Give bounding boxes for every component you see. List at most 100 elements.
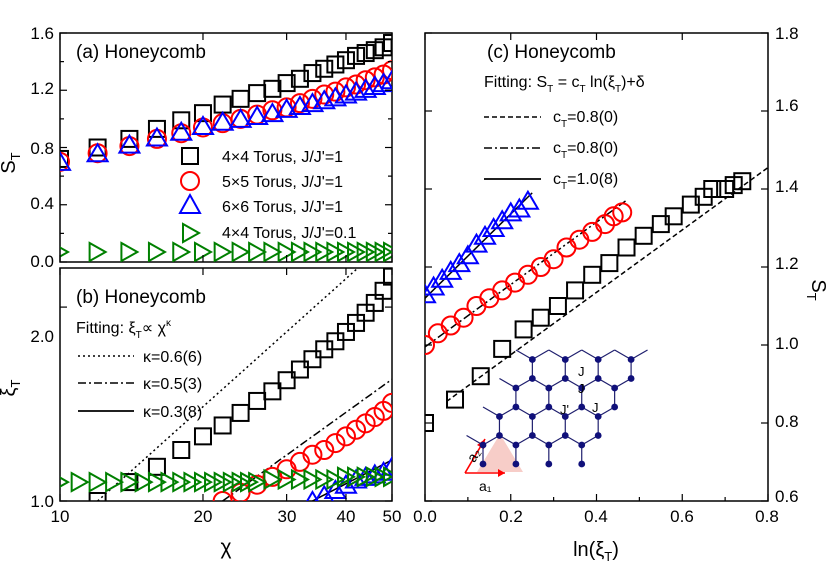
axis-ticks xyxy=(59,32,769,502)
data-point-c-series-2 xyxy=(516,189,540,210)
data-point-b-series-0 xyxy=(231,403,250,422)
panel-a-ytick: 1.2 xyxy=(30,79,54,98)
data-point-a-series-1 xyxy=(302,88,323,109)
panel-c-ytick: 1.8 xyxy=(775,24,799,43)
data-point-b-series-0 xyxy=(277,371,296,390)
panel-c-ytick: 1.4 xyxy=(775,177,799,196)
data-point-a-series-2 xyxy=(117,133,142,154)
panel-a-ytick: 0.0 xyxy=(30,252,54,271)
data-point-a-series-1 xyxy=(335,77,356,98)
data-point-c-series-0 xyxy=(583,265,602,284)
data-point-b-series-1 xyxy=(325,433,346,454)
data-point-a-series-0 xyxy=(172,111,191,130)
data-point-a-series-2 xyxy=(344,80,368,101)
panel-b-ytick: 2.0 xyxy=(30,327,54,346)
data-point-a-series-3 xyxy=(263,241,283,262)
data-point-c-series-0 xyxy=(446,390,465,409)
data-point-b-series-2 xyxy=(353,465,378,486)
lattice-site xyxy=(561,356,569,363)
svg-text:ST: ST xyxy=(0,152,23,173)
data-point-b-series-0 xyxy=(263,382,282,401)
lattice-site xyxy=(578,460,586,468)
data-point-b-series-3 xyxy=(277,468,297,491)
panel-b-title: (b) Honeycomb xyxy=(76,287,206,308)
panel-a-ylabel: ST xyxy=(0,152,23,173)
data-point-a-series-3 xyxy=(213,241,233,262)
data-point-a-series-3 xyxy=(248,241,268,262)
legend-marker-triangle-right xyxy=(182,222,202,244)
data-point-c-series-1 xyxy=(479,288,500,309)
data-point-a-series-0 xyxy=(336,51,355,70)
inset-vector-label-a1: a₁ xyxy=(479,478,492,494)
data-point-b-series-0 xyxy=(248,391,267,410)
panel-b-xtick: 40 xyxy=(337,507,356,526)
data-point-a-series-3 xyxy=(303,241,323,262)
data-point-a-series-2 xyxy=(60,150,72,171)
data-point-a-series-0 xyxy=(120,129,139,148)
data-point-a-series-3 xyxy=(347,241,367,262)
lattice-site xyxy=(512,403,520,411)
panel-c-fit-legend: cT=0.8(0) cT=0.8(0) cT=1.0(8) xyxy=(484,109,618,192)
panel-c-title: (c) Honeycomb xyxy=(487,42,616,63)
data-point-b-series-2 xyxy=(380,455,392,476)
lattice-site xyxy=(545,441,553,449)
lattice-site xyxy=(594,413,602,420)
data-point-c-series-1 xyxy=(543,249,564,270)
data-point-a-series-0 xyxy=(383,34,392,53)
data-point-b-series-3 xyxy=(213,471,233,493)
data-point-b-series-0 xyxy=(88,492,107,501)
data-point-b-series-2 xyxy=(305,490,319,501)
data-point-c-series-1 xyxy=(582,221,603,242)
data-point-b-series-3 xyxy=(347,466,367,488)
data-point-b-series-3 xyxy=(315,468,335,491)
data-point-a-series-3 xyxy=(120,241,140,262)
data-point-a-series-3 xyxy=(315,241,335,262)
data-point-a-series-3 xyxy=(88,241,108,262)
data-point-a-series-1 xyxy=(355,70,376,91)
data-point-b-series-1 xyxy=(302,444,323,465)
fit-legend-label: cT=0.8(0) xyxy=(553,140,618,161)
fit-legend-label: cT=1.0(8) xyxy=(553,171,618,192)
data-point-c-series-1 xyxy=(556,237,577,258)
panel-c-xtick: 0.8 xyxy=(755,507,779,526)
data-point-b-series-0 xyxy=(213,416,232,435)
panel-b-ytick: 1.0 xyxy=(30,492,54,511)
panel-b-xlabel: χ xyxy=(220,536,231,559)
lattice-site xyxy=(545,384,553,392)
data-point-c-series-0 xyxy=(548,297,567,315)
fit-line-b-series-1 xyxy=(222,378,392,501)
data-point-a-series-0 xyxy=(263,79,282,98)
data-point-b-series-3 xyxy=(105,471,125,493)
data-point-a-series-0 xyxy=(356,44,375,63)
data-point-c-series-0 xyxy=(664,207,683,226)
data-point-a-series-1 xyxy=(364,67,385,88)
data-point-b-series-0 xyxy=(193,427,212,446)
fit-legend-label: κ=0.6(6) xyxy=(143,349,202,366)
data-point-c-series-0 xyxy=(634,226,653,245)
data-point-b-series-3 xyxy=(160,471,180,493)
data-point-b-series-2 xyxy=(314,484,334,501)
data-point-b-series-3 xyxy=(290,468,310,491)
panel-c-fitting-label: Fitting: ST = cT ln(ξT)+δ xyxy=(484,74,645,95)
lattice-site xyxy=(594,432,602,439)
legend-label: 5×5 Torus, J/J'=1 xyxy=(222,174,343,191)
data-point-a-series-2 xyxy=(169,120,193,141)
legend-marker-square xyxy=(181,147,199,165)
data-point-a-series-0 xyxy=(248,84,267,103)
lattice-site xyxy=(545,460,553,468)
data-point-a-series-2 xyxy=(191,115,215,136)
fit-line-b-series-0 xyxy=(97,268,360,501)
legend-label: 6×6 Torus, J/J'=1 xyxy=(222,199,343,216)
data-point-a-series-3 xyxy=(172,241,192,262)
svg-text:ξT: ξT xyxy=(0,379,23,396)
panel-a-points xyxy=(60,34,392,262)
data-point-a-series-2 xyxy=(334,83,358,104)
data-point-a-series-1 xyxy=(382,60,392,81)
fit-legend-label: κ=0.5(3) xyxy=(143,376,202,393)
panel-c-xtick: 0.6 xyxy=(670,507,694,526)
data-point-b-series-3 xyxy=(147,471,167,493)
legend-marker-triangle xyxy=(178,192,202,214)
data-point-a-series-3 xyxy=(290,241,310,262)
panel-c-ylabel: ST xyxy=(804,279,829,300)
panel-a-ytick: 0.4 xyxy=(30,194,54,213)
